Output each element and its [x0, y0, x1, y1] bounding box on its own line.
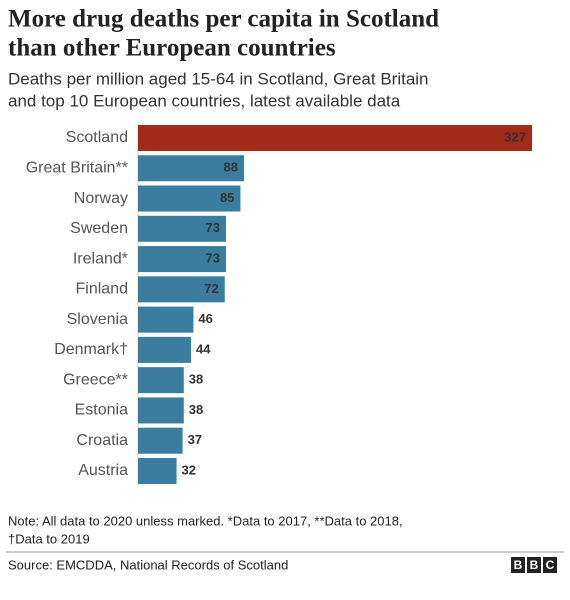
value-label: 32	[182, 462, 196, 477]
bar	[138, 397, 184, 424]
value-label: 44	[196, 341, 211, 356]
bar	[138, 215, 226, 242]
subtitle: and top 10 European countries, latest av…	[8, 91, 401, 110]
category-label: Estonia	[75, 402, 128, 419]
category-label: Austria	[78, 462, 128, 479]
value-label: 327	[504, 129, 526, 144]
bar	[138, 367, 184, 394]
value-label: 72	[204, 281, 218, 296]
subtitle: Deaths per million aged 15-64 in Scotlan…	[8, 69, 429, 88]
bar	[138, 457, 177, 484]
category-label: Sweden	[70, 220, 128, 237]
source: Source: EMCDDA, National Records of Scot…	[8, 557, 288, 572]
chart-title: than other European countries	[8, 35, 336, 62]
value-label: 37	[188, 432, 202, 447]
category-label: Ireland*	[73, 250, 128, 267]
logo-letter: B	[530, 558, 539, 572]
bar	[138, 246, 226, 273]
category-label: Norway	[74, 190, 128, 207]
category-label: Finland	[76, 281, 128, 298]
logo-block	[511, 557, 525, 573]
bar	[138, 185, 241, 212]
bar	[138, 336, 192, 363]
category-label: Croatia	[76, 432, 128, 449]
value-label: 85	[220, 190, 234, 205]
bar	[138, 125, 532, 151]
value-label: 38	[189, 402, 203, 417]
value-label: 88	[224, 160, 238, 175]
bar	[138, 427, 183, 454]
chart-title: More drug deaths per capita in Scotland	[8, 6, 439, 33]
value-label: 73	[205, 220, 219, 235]
category-label: Greece**	[63, 371, 128, 388]
note: Note: All data to 2020 unless marked. *D…	[8, 513, 403, 528]
category-label: Denmark†	[54, 341, 128, 358]
category-label: Great Britain**	[26, 159, 128, 176]
logo-block	[527, 557, 541, 573]
value-label: 73	[205, 251, 219, 266]
value-label: 38	[189, 372, 203, 387]
category-label: Scotland	[66, 129, 128, 146]
note: †Data to 2019	[8, 531, 90, 546]
logo-letter: C	[546, 558, 555, 572]
bar	[138, 276, 225, 303]
value-label: 46	[198, 311, 212, 326]
logo: B B C	[511, 557, 557, 573]
bar	[138, 306, 194, 333]
bar	[138, 155, 245, 182]
logo-letter: B	[514, 558, 523, 572]
category-label: Slovenia	[67, 311, 128, 328]
logo-block	[543, 557, 557, 573]
